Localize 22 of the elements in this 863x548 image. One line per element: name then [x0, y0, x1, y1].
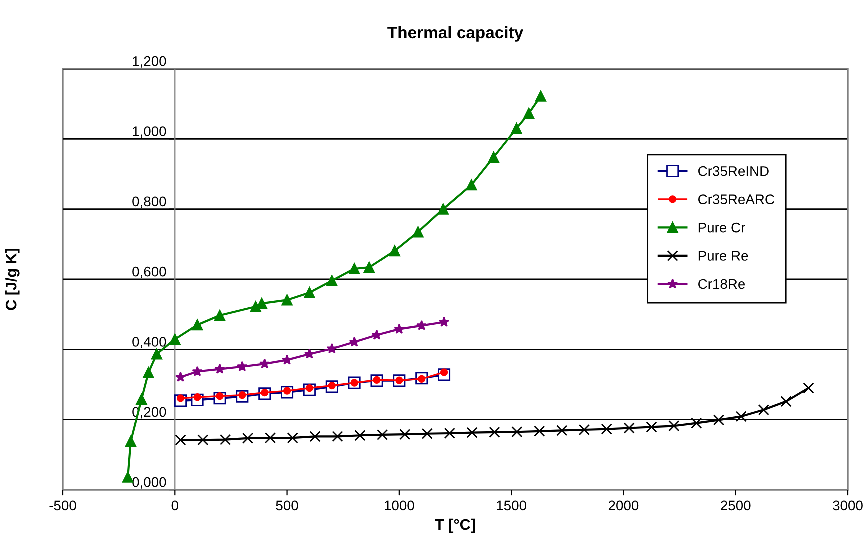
legend-label: Cr35ReARC — [698, 194, 774, 204]
x-tick-label: -500 — [50, 500, 76, 511]
y-tick-label: 1,200 — [133, 56, 166, 68]
x-tick-label: 2000 — [608, 500, 639, 511]
x-tick-label: 0 — [172, 500, 178, 511]
x-tick-label: 2500 — [721, 500, 751, 511]
legend-label: Pure Re — [698, 251, 748, 261]
x-tick-label: 500 — [276, 500, 298, 511]
y-tick-label: 0,000 — [132, 477, 166, 489]
legend-label: Cr35ReIND — [698, 166, 769, 176]
y-tick-label: 0,400 — [132, 337, 166, 349]
legend-label: Pure Cr — [698, 222, 746, 233]
x-axis-title: T [°C] — [435, 518, 476, 534]
x-tick-label: 3000 — [833, 500, 863, 511]
y-tick-label: 0,800 — [132, 196, 166, 208]
y-axis-title: C [J/g K] — [6, 248, 20, 310]
y-tick-label: 0,600 — [132, 266, 166, 278]
x-tick-label: 1000 — [385, 500, 414, 511]
x-tick-label: 1500 — [497, 500, 526, 511]
chart-title: Thermal capacity — [388, 26, 524, 42]
legend-label: Cr18Re — [698, 279, 746, 290]
y-tick-label: 1,000 — [133, 126, 166, 138]
